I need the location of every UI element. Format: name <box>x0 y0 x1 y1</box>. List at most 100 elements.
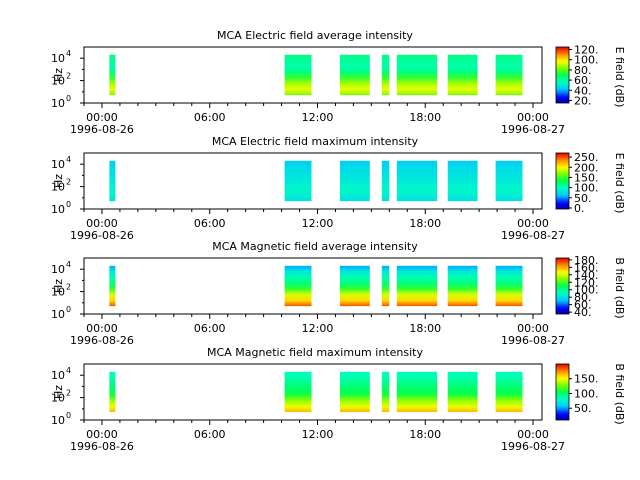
spectrogram-band <box>447 54 478 96</box>
colorbar-tick-label: 140. <box>574 269 599 282</box>
colorbar-tick-label: 50. <box>574 192 592 205</box>
y-tick-label: 10 <box>51 263 65 276</box>
spectrogram-band <box>396 54 438 96</box>
x-tick-label: 06:00 <box>194 428 226 441</box>
y-tick-exponent: 2 <box>66 178 71 187</box>
spectrogram-band <box>495 54 523 96</box>
colorbar-tick-label: 20. <box>574 94 592 107</box>
x-tick-date-label: 1996-08-27 <box>501 334 565 347</box>
y-tick-exponent: 2 <box>66 389 71 398</box>
panel-title: MCA Electric field maximum intensity <box>212 135 419 148</box>
y-tick-exponent: 4 <box>66 260 71 269</box>
colorbar <box>555 257 570 315</box>
colorbar-tick-label: 150. <box>574 373 599 386</box>
spectrogram-band <box>284 54 312 96</box>
spectrogram-band <box>339 54 370 96</box>
colorbar <box>555 152 570 210</box>
spectrogram-band <box>381 265 390 307</box>
x-tick-label: 18:00 <box>409 322 441 335</box>
x-tick-label: 00:00 <box>86 217 118 230</box>
y-tick-label: 10 <box>51 75 65 88</box>
x-tick-label: 00:00 <box>86 322 118 335</box>
colorbar-tick-label: 100. <box>574 387 599 400</box>
spectrogram-band <box>109 54 116 96</box>
colorbar-tick-label: 100. <box>574 284 599 297</box>
panel-title: MCA Magnetic field average intensity <box>212 240 418 253</box>
spectrogram-band <box>495 160 523 202</box>
y-tick-exponent: 4 <box>66 366 71 375</box>
y-tick-exponent: 0 <box>66 94 71 103</box>
spectrogram-band <box>339 160 370 202</box>
spectrogram-band <box>284 160 312 202</box>
x-tick-date-label: 1996-08-26 <box>70 123 134 136</box>
plot-frame <box>83 257 543 315</box>
spectrogram-band <box>339 265 370 307</box>
colorbar-tick-label: 160. <box>574 261 599 274</box>
y-tick-label: 10 <box>51 97 65 110</box>
spectrogram-band <box>109 160 116 202</box>
spectrogram-band <box>109 265 116 307</box>
colorbar-tick-label: 120. <box>574 44 599 57</box>
y-tick-label: 10 <box>51 392 65 405</box>
colorbar-label: E field (dB) <box>613 47 626 108</box>
x-tick-label: 18:00 <box>409 428 441 441</box>
x-tick-label: 18:00 <box>409 111 441 124</box>
spectrogram-band <box>447 160 478 202</box>
y-tick-exponent: 0 <box>66 411 71 420</box>
colorbar-tick-label: 150. <box>574 171 599 184</box>
x-tick-date-label: 1996-08-27 <box>501 123 565 136</box>
y-tick-label: 10 <box>51 414 65 427</box>
colorbar-label: B field (dB) <box>613 363 626 424</box>
plot-frame <box>83 46 543 104</box>
panel-title: MCA Electric field average intensity <box>217 29 413 42</box>
colorbar-tick-label: 250. <box>574 151 599 164</box>
colorbar-tick-label: 100. <box>574 182 599 195</box>
x-tick-label: 12:00 <box>302 322 334 335</box>
panel-title: MCA Magnetic field maximum intensity <box>207 346 423 359</box>
x-tick-label: 12:00 <box>302 111 334 124</box>
y-tick-exponent: 0 <box>66 305 71 314</box>
y-tick-label: 10 <box>51 181 65 194</box>
x-tick-label: 00:00 <box>86 428 118 441</box>
spectrogram-band <box>396 160 438 202</box>
colorbar-tick-label: 40. <box>574 306 592 319</box>
spectrogram-band <box>447 371 478 413</box>
x-tick-date-label: 1996-08-26 <box>70 440 134 453</box>
y-axis-label: Hz <box>52 174 65 188</box>
x-tick-date-label: 1996-08-26 <box>70 334 134 347</box>
spectrogram-band <box>396 265 438 307</box>
x-tick-label: 06:00 <box>194 322 226 335</box>
spectrogram-band <box>396 371 438 413</box>
x-tick-label: 00:00 <box>517 322 549 335</box>
colorbar-tick-label: 80. <box>574 291 592 304</box>
colorbar-tick-label: 0. <box>574 202 585 215</box>
spectrogram-band <box>495 265 523 307</box>
y-tick-label: 10 <box>51 286 65 299</box>
x-tick-label: 00:00 <box>517 111 549 124</box>
colorbar-tick-label: 40. <box>574 84 592 97</box>
y-tick-label: 10 <box>51 52 65 65</box>
colorbar-tick-label: 120. <box>574 276 599 289</box>
spectrogram-band <box>381 371 390 413</box>
y-tick-label: 10 <box>51 158 65 171</box>
x-tick-label: 00:00 <box>517 428 549 441</box>
colorbar <box>555 363 570 421</box>
x-tick-date-label: 1996-08-27 <box>501 440 565 453</box>
spectrogram-band <box>109 371 116 413</box>
spectrogram-band <box>284 265 312 307</box>
y-tick-exponent: 0 <box>66 200 71 209</box>
spectrogram-band <box>495 371 523 413</box>
y-tick-exponent: 4 <box>66 49 71 58</box>
spectrogram-band <box>381 54 390 96</box>
y-axis-label: Hz <box>52 385 65 399</box>
y-tick-label: 10 <box>51 203 65 216</box>
x-tick-label: 00:00 <box>86 111 118 124</box>
x-tick-date-label: 1996-08-27 <box>501 229 565 242</box>
y-axis-label: Hz <box>52 279 65 293</box>
x-tick-label: 06:00 <box>194 217 226 230</box>
plot-frame <box>83 152 543 210</box>
